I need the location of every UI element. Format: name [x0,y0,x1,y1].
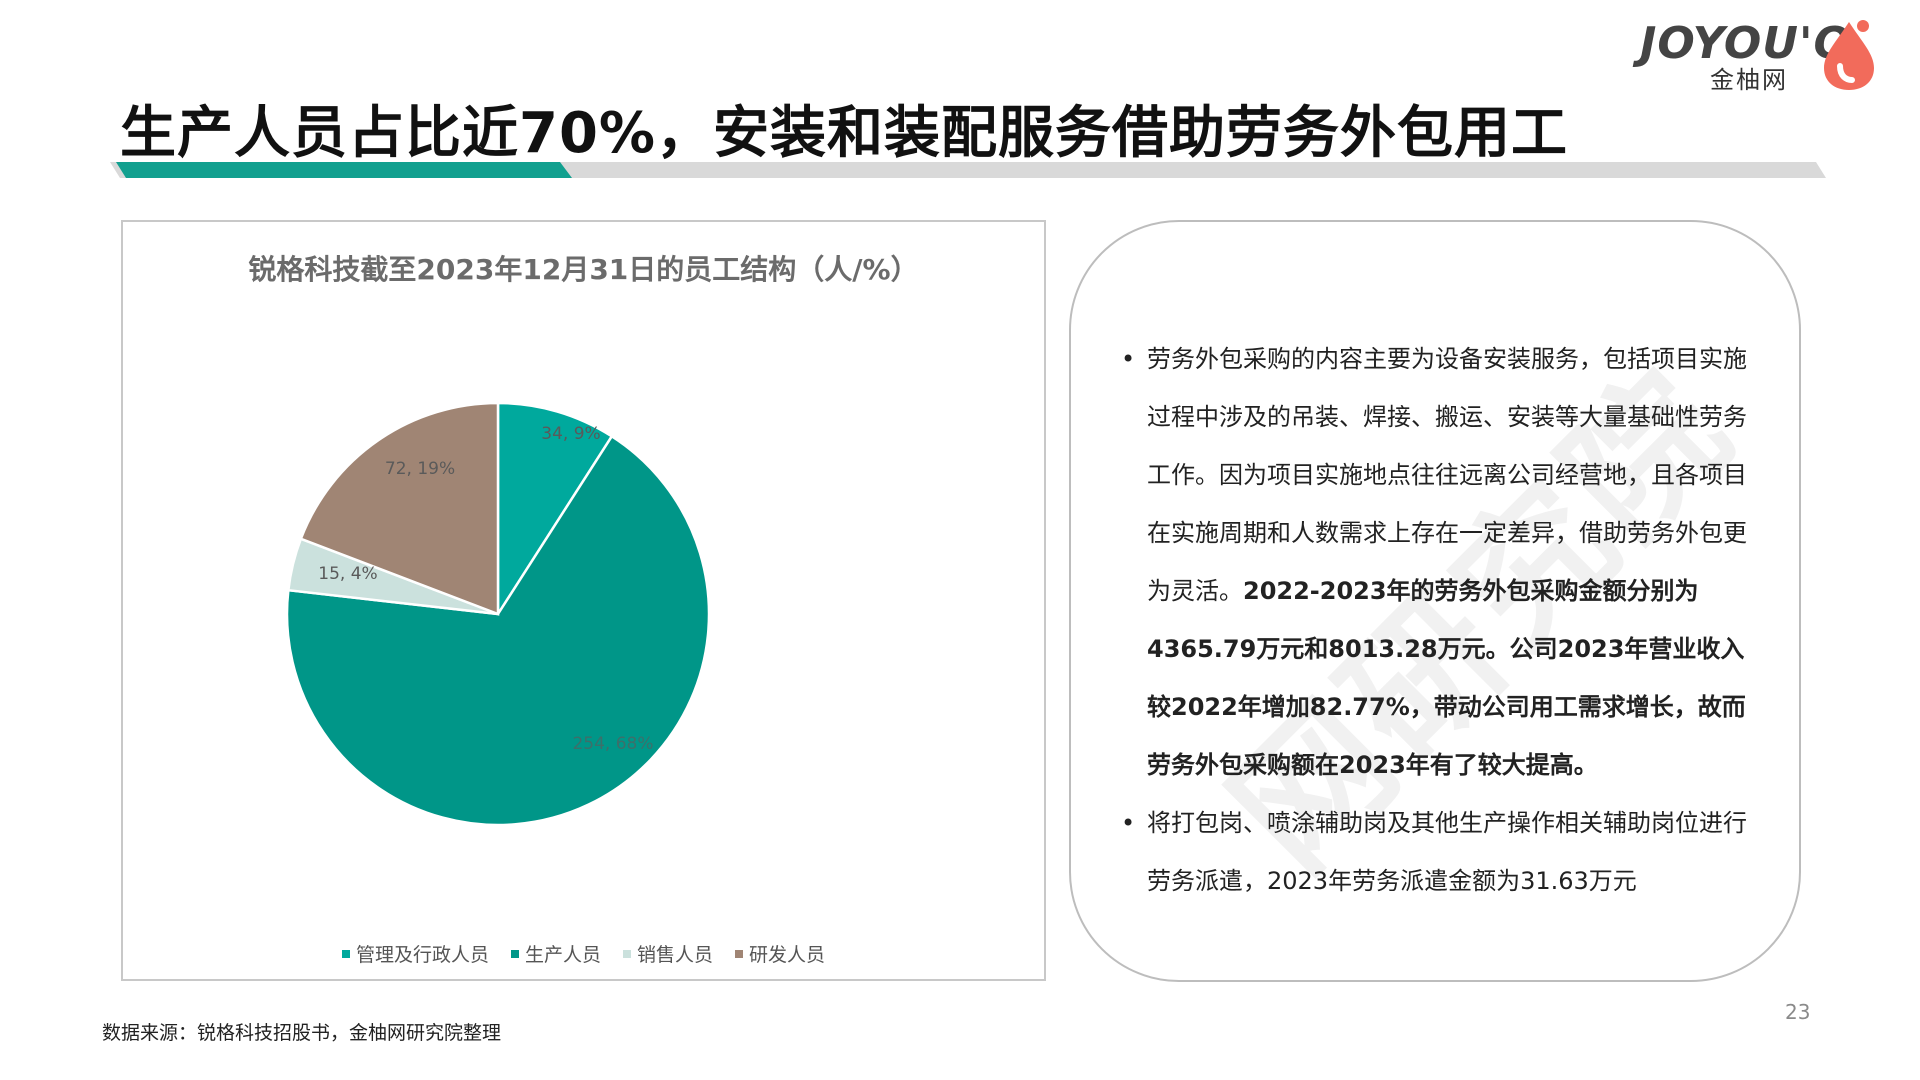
logo-drop-icon [1824,20,1874,90]
bullet-text: 将打包岗、喷涂辅助岗及其他生产操作相关辅助岗位进行劳务派遣，2023年劳务派遣金… [1147,794,1755,910]
pie-slice-3 [299,401,500,616]
bullet-list: • 劳务外包采购的内容主要为设备安装服务，包括项目实施过程中涉及的吊装、焊接、搬运… [1115,330,1755,910]
pie-slice-1 [285,434,711,827]
pie-data-label-2: 15, 4% [318,564,377,584]
legend-swatch [623,949,631,958]
legend-item-0: 管理及行政人员 [341,940,489,967]
chart-panel: 锐格科技截至2023年12月31日的员工结构（人/%） 34, 9% 254, 6… [121,220,1046,981]
legend-label: 管理及行政人员 [355,944,489,966]
legend-item-1: 生产人员 [510,940,601,967]
source-note: 数据来源：锐格科技招股书，金柚网研究院整理 [102,1022,502,1044]
bullet-dot-icon: • [1121,345,1136,373]
logo-cn-name: 金柚网 [1710,66,1788,94]
legend-swatch [510,949,519,958]
legend-swatch [341,949,350,958]
legend-label: 销售人员 [637,944,714,966]
legend-item-2: 销售人员 [623,940,713,967]
legend-item-3: 研发人员 [735,940,825,967]
bullet-text-part-0: 劳务外包采购的内容主要为设备安装服务，包括项目实施过程中涉及的吊装、焊接、搬运、… [1147,345,1747,605]
chart-legend: 管理及行政人员 生产人员 销售人员 研发人员 [123,940,1044,967]
pie-data-label-1: 254, 68% [572,734,653,754]
bullet-item-1: • 将打包岗、喷涂辅助岗及其他生产操作相关辅助岗位进行劳务派遣，2023年劳务派遣… [1115,794,1755,910]
page-title: 生产人员占比近70%，安装和装配服务借助劳务外包用工 [120,101,1569,166]
chart-title: 锐格科技截至2023年12月31日的员工结构（人/%） [248,253,919,286]
logo-wordmark: JOYOU'O [1640,18,1852,69]
pie-data-label-0: 34, 9% [541,424,600,444]
page-number: 23 [1785,1000,1811,1024]
bullet-text-part-0: 将打包岗、喷涂辅助岗及其他生产操作相关辅助岗位进行劳务派遣，2023年劳务派遣金… [1147,809,1747,895]
text-panel: 网研究院 • 劳务外包采购的内容主要为设备安装服务，包括项目实施过程中涉及的吊装、… [1069,220,1801,982]
bullet-item-0: • 劳务外包采购的内容主要为设备安装服务，包括项目实施过程中涉及的吊装、焊接、搬运… [1115,330,1755,794]
joyowo-logo: JOYOU'O 金柚网 [1640,16,1880,94]
legend-swatch [735,949,744,958]
legend-label: 生产人员 [524,944,601,966]
legend-label: 研发人员 [749,944,826,966]
bullet-dot-icon: • [1121,809,1136,837]
title-underline [110,162,1826,178]
pie-chart: 34, 9% 254, 68% 15, 4% 72, 19% [285,401,711,827]
bullet-text: 劳务外包采购的内容主要为设备安装服务，包括项目实施过程中涉及的吊装、焊接、搬运、… [1147,330,1755,794]
pie-slice-0 [496,401,614,619]
pie-data-label-3: 72, 19% [385,459,455,479]
bullet-text-part-1: 2022-2023年的劳务外包采购金额分别为4365.79万元和8013.28万… [1147,577,1746,779]
